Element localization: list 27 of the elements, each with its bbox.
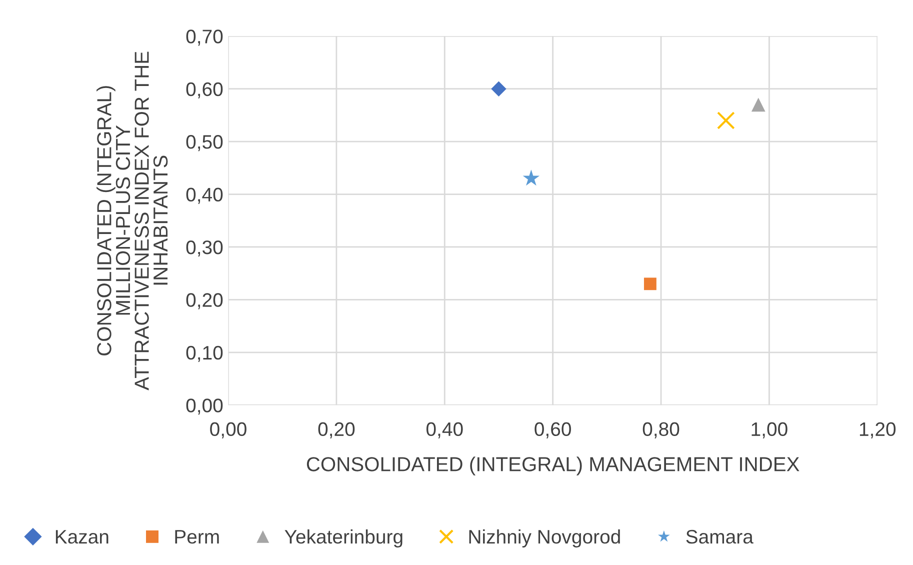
- x-tick-label: 0,40: [426, 422, 463, 438]
- x-tick-label: 0,80: [642, 422, 680, 438]
- y-tick-label: 0,50: [186, 135, 223, 152]
- legend-label: Samara: [686, 530, 754, 544]
- x-tick-label: 1,00: [752, 422, 788, 438]
- x-tick-label: 1,20: [860, 422, 896, 438]
- y-tick-label: 0,10: [186, 346, 223, 362]
- legend-label: Kazan: [56, 530, 108, 544]
- point: [522, 170, 540, 186]
- x-tick-label: 0,60: [534, 422, 571, 438]
- point: [491, 81, 506, 96]
- point: [644, 278, 656, 290]
- x-tick-label: 0,20: [318, 422, 355, 438]
- x-tick-label: 0,00: [210, 422, 246, 438]
- y-axis-title: CONSOLIDATED (NTEGRAL) MILLION-PLUS CITY ATTRACTIVENESS INDEX FOR THE INHABITANTS: [96, 52, 168, 390]
- point: [716, 112, 735, 130]
- y-tick-label: 0,20: [186, 293, 223, 310]
- y-tick-label: 0,40: [186, 188, 223, 204]
- x-axis-title: CONSOLIDATED (INTEGRAL) MANAGEMENT INDEX: [306, 456, 800, 476]
- y-tick-label: 0,30: [186, 240, 223, 257]
- legend-label: Nizhniy Novgorod: [469, 529, 620, 548]
- y-tick-label: 0,70: [186, 30, 223, 46]
- y-tick-label: 0,60: [186, 82, 223, 98]
- legend-label: Perm: [175, 530, 219, 544]
- y-tick-label: 0,00: [186, 398, 223, 415]
- point: [751, 98, 766, 112]
- legend-label: Yekaterinburg: [284, 529, 402, 548]
